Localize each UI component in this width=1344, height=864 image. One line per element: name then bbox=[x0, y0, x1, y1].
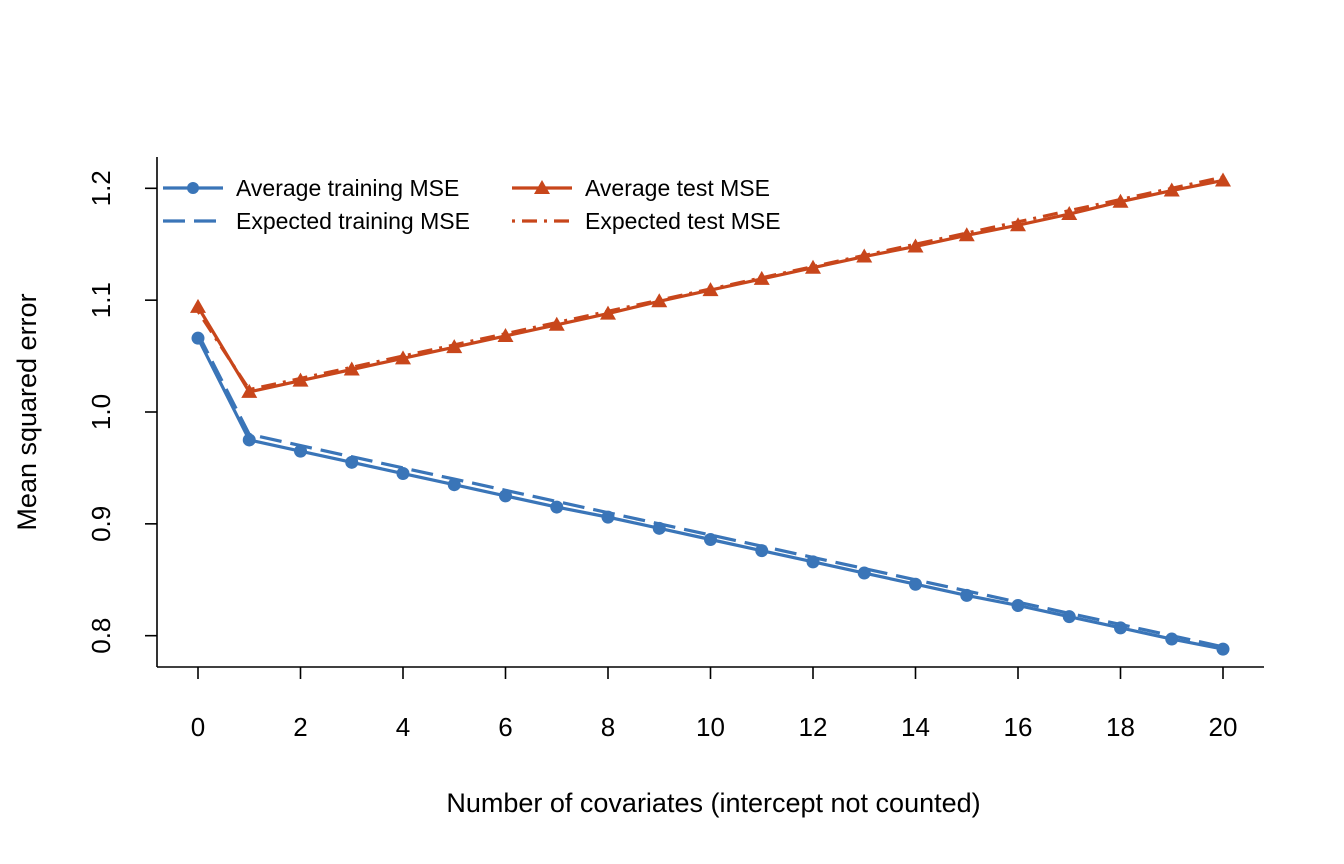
data-point bbox=[242, 433, 256, 447]
plot-area bbox=[190, 172, 1231, 656]
legend-label: Average test MSE bbox=[585, 175, 770, 201]
data-point bbox=[241, 383, 258, 398]
data-point bbox=[1010, 217, 1026, 232]
x-tick-label: 4 bbox=[396, 712, 410, 742]
x-tick-label: 2 bbox=[293, 712, 307, 742]
x-tick-label: 16 bbox=[1004, 712, 1033, 742]
data-point bbox=[497, 327, 514, 342]
data-point bbox=[395, 350, 411, 365]
x-tick-label: 6 bbox=[498, 712, 512, 742]
data-point bbox=[396, 467, 410, 481]
x-tick-label: 8 bbox=[601, 712, 615, 742]
y-axis-title: Mean squared error bbox=[12, 293, 42, 530]
legend-marker bbox=[534, 180, 550, 194]
x-tick-label: 20 bbox=[1209, 712, 1238, 742]
x-axis-ticks: 0 2 4 6 8 10 12 14 16 18 20 bbox=[191, 667, 1238, 742]
series-line bbox=[196, 175, 1224, 392]
x-tick-label: 18 bbox=[1106, 712, 1135, 742]
x-tick-label: 12 bbox=[799, 712, 828, 742]
data-point bbox=[1112, 193, 1129, 208]
data-point bbox=[805, 259, 821, 274]
legend-marker bbox=[187, 182, 199, 194]
data-point bbox=[550, 500, 564, 514]
legend-label: Average training MSE bbox=[236, 175, 459, 201]
data-point bbox=[909, 577, 922, 591]
data-point bbox=[1061, 206, 1078, 221]
legend-label: Expected training MSE bbox=[236, 208, 470, 234]
data-point bbox=[704, 533, 717, 546]
data-point bbox=[958, 227, 975, 242]
data-point bbox=[190, 298, 206, 313]
y-tick-label: 1.2 bbox=[86, 170, 116, 206]
legend-item: Average training MSE bbox=[163, 175, 459, 201]
series-expected-training-mse bbox=[196, 332, 1224, 649]
series-average-training-mse bbox=[191, 331, 1230, 656]
y-tick-label: 0.8 bbox=[86, 618, 116, 654]
series-line bbox=[196, 337, 1224, 651]
y-tick-label: 1.1 bbox=[86, 282, 116, 318]
x-tick-label: 10 bbox=[696, 712, 725, 742]
x-axis-title: Number of covariates (intercept not coun… bbox=[446, 788, 980, 818]
y-tick-label: 1.0 bbox=[86, 394, 116, 430]
x-tick-label: 0 bbox=[191, 712, 205, 742]
series-line bbox=[196, 332, 1224, 649]
x-tick-label: 14 bbox=[901, 712, 930, 742]
series-average-test-mse bbox=[190, 172, 1231, 398]
legend-item: Average test MSE bbox=[512, 175, 770, 201]
legend-item: Expected training MSE bbox=[163, 208, 470, 234]
legend: Average training MSE Average test MSE Expe… bbox=[163, 175, 781, 234]
legend-label: Expected test MSE bbox=[585, 208, 781, 234]
series-expected-test-mse bbox=[196, 175, 1224, 392]
y-axis-ticks: 0.8 0.9 1.0 1.1 1.2 bbox=[86, 170, 157, 654]
data-point bbox=[343, 361, 360, 376]
y-tick-label: 0.9 bbox=[86, 506, 116, 542]
legend-item: Expected test MSE bbox=[512, 208, 781, 234]
data-point bbox=[1215, 172, 1231, 187]
data-point bbox=[907, 238, 924, 253]
